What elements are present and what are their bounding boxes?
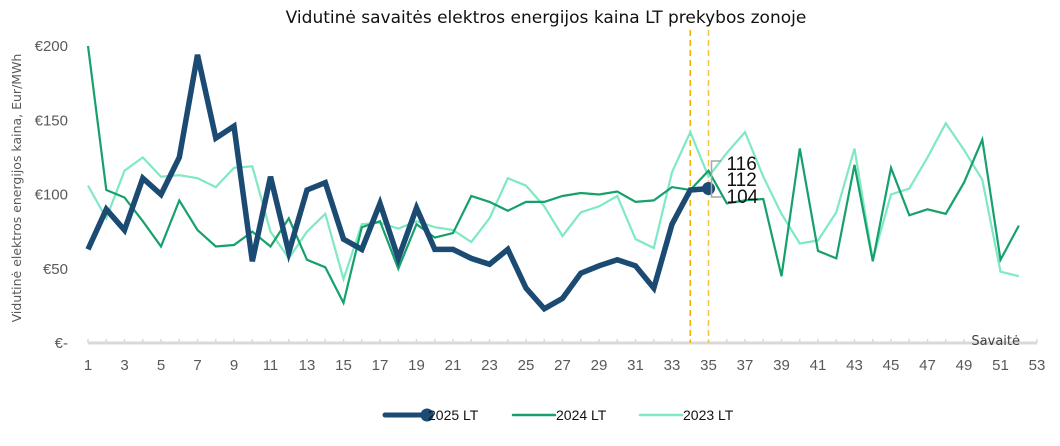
data-label-bracket	[710, 160, 722, 198]
reference-lines	[689, 30, 710, 343]
y-tick-label: €150	[35, 112, 68, 129]
x-tick-label: 45	[883, 357, 900, 374]
x-tick-label: 7	[193, 357, 201, 374]
legend-label: 2024 LT	[556, 407, 607, 423]
x-tick-label: 23	[481, 357, 498, 374]
x-tick-label: 31	[627, 357, 644, 374]
x-tick-label: 49	[956, 357, 973, 374]
data-label-2025-lt: 104	[727, 187, 759, 208]
x-axis	[87, 339, 1038, 345]
x-tick-label: 43	[846, 357, 863, 374]
x-tick-label: 15	[335, 357, 352, 374]
x-tick-label: 11	[263, 357, 279, 374]
x-tick-label: 9	[230, 357, 238, 374]
y-tick-label: €200	[35, 38, 68, 55]
x-tick-label: 37	[737, 357, 754, 374]
series-end-marker-2025-lt	[702, 182, 715, 196]
y-tick-label: €100	[35, 187, 68, 204]
series-line-2023-lt	[87, 121, 1020, 283]
x-tick-label: 21	[445, 357, 462, 374]
x-tick-label: 3	[120, 357, 128, 374]
x-tick-label: 35	[700, 357, 717, 374]
x-axis-ticks: 1 3 5 7 9 11 13 15 17 19 21 23 25 27 29 31 33 35 37 39 41 43 4…	[84, 357, 1046, 374]
x-tick-label: 29	[591, 357, 608, 374]
legend-label: 2025 LT	[428, 407, 479, 423]
y-axis-label: Vidutinė elektros energijos kaina, Eur/M…	[9, 54, 24, 323]
legend-marker	[420, 408, 434, 422]
x-tick-label: 33	[664, 357, 681, 374]
series-line-2024-lt	[86, 45, 1020, 307]
legend-label: 2023 LT	[683, 407, 734, 423]
data-label-2023-lt: 112	[727, 170, 757, 191]
x-axis-label: Savaitė	[971, 334, 1020, 349]
y-tick-label: €-	[55, 335, 68, 352]
series-lines	[85, 45, 1020, 313]
x-tick-label: 51	[992, 357, 1009, 374]
x-tick-label: 47	[919, 357, 936, 374]
x-tick-label: 41	[810, 357, 827, 374]
legend-item-2024-lt: 2024 LT	[511, 407, 607, 423]
x-tick-label: 13	[299, 357, 316, 374]
x-tick-label: 1	[84, 357, 92, 374]
x-tick-label: 39	[773, 357, 790, 374]
x-tick-label: 53	[1029, 357, 1046, 374]
x-tick-label: 5	[157, 357, 165, 374]
x-tick-label: 27	[554, 357, 571, 374]
x-tick-label: 17	[372, 357, 389, 374]
x-tick-label: 19	[408, 357, 425, 374]
y-tick-label: €50	[43, 261, 68, 278]
y-axis-ticks: €- €50 €100 €150 €200	[35, 38, 68, 352]
legend-item-2025-lt: 2025 LT	[382, 407, 479, 423]
chart-title: Vidutinė savaitės elektros energijos kai…	[286, 8, 807, 28]
series-line-2025-lt	[85, 54, 709, 313]
legend-item-2023-lt: 2023 LT	[638, 407, 734, 423]
data-label-2024-lt: 116	[727, 154, 757, 175]
legend: 2025 LT 2024 LT 2023 LT	[382, 407, 734, 423]
x-tick-label: 25	[518, 357, 535, 374]
